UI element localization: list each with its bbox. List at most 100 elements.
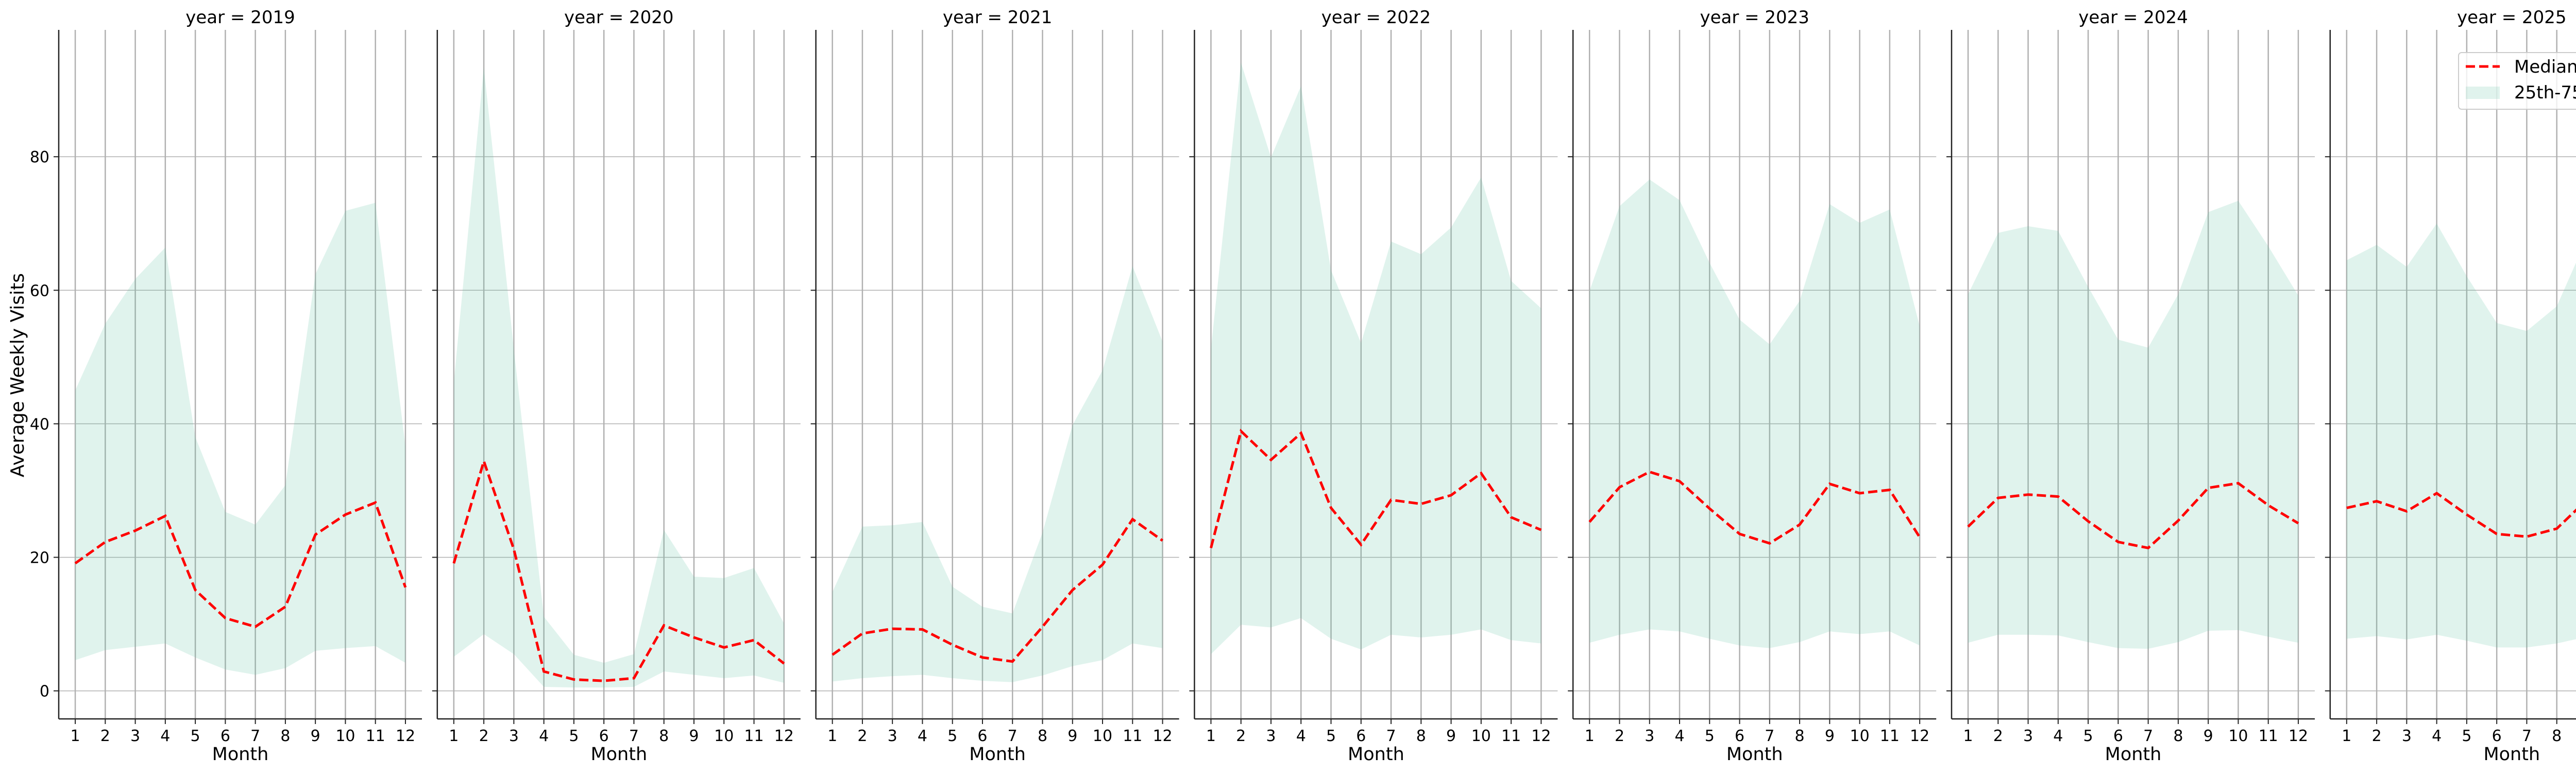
x-tick-label: 4 — [1296, 727, 1306, 745]
x-tick-label: 5 — [191, 727, 200, 745]
x-tick-label: 12 — [2289, 727, 2308, 745]
x-tick-label: 5 — [947, 727, 957, 745]
x-tick-label: 11 — [1123, 727, 1142, 745]
x-tick-label: 6 — [2492, 727, 2502, 745]
x-tick-label: 6 — [2113, 727, 2123, 745]
y-tick-label: 20 — [30, 549, 49, 567]
y-tick-label: 80 — [30, 148, 49, 166]
x-tick-label: 10 — [1850, 727, 1870, 745]
percentile-band — [453, 67, 784, 688]
facet-title: year = 2023 — [1700, 7, 1809, 28]
x-tick-label: 4 — [160, 727, 170, 745]
x-tick-label: 10 — [1471, 727, 1491, 745]
x-tick-label: 1 — [1963, 727, 1973, 745]
x-axis-label: Month — [2483, 744, 2540, 765]
x-tick-label: 8 — [2173, 727, 2183, 745]
percentile-band — [1211, 62, 1541, 654]
x-axis-label: Month — [969, 744, 1026, 765]
x-tick-label: 7 — [250, 727, 260, 745]
x-tick-label: 2 — [1993, 727, 2003, 745]
percentile-band — [1968, 200, 2298, 649]
x-tick-label: 1 — [70, 727, 80, 745]
x-tick-label: 5 — [2462, 727, 2471, 745]
x-tick-label: 12 — [1153, 727, 1172, 745]
x-tick-label: 7 — [2522, 727, 2532, 745]
x-tick-label: 10 — [335, 727, 355, 745]
x-tick-label: 6 — [1735, 727, 1744, 745]
x-tick-label: 9 — [1825, 727, 1835, 745]
percentile-band — [75, 203, 405, 675]
x-tick-label: 5 — [2083, 727, 2093, 745]
y-axis-label: Average Weekly Visits — [7, 273, 28, 477]
x-tick-label: 8 — [659, 727, 669, 745]
x-tick-label: 2 — [100, 727, 110, 745]
x-tick-label: 3 — [1645, 727, 1654, 745]
x-tick-label: 11 — [744, 727, 764, 745]
facet-title: year = 2020 — [564, 7, 673, 28]
x-tick-label: 8 — [1416, 727, 1426, 745]
x-tick-label: 11 — [366, 727, 385, 745]
x-tick-label: 2 — [1615, 727, 1624, 745]
x-tick-label: 1 — [1585, 727, 1595, 745]
median-line — [74, 500, 407, 628]
x-tick-label: 2 — [1236, 727, 1246, 745]
x-tick-label: 6 — [221, 727, 230, 745]
x-tick-label: 3 — [888, 727, 897, 745]
x-tick-label: 3 — [1266, 727, 1276, 745]
x-tick-label: 9 — [1067, 727, 1077, 745]
x-tick-label: 9 — [1446, 727, 1456, 745]
x-tick-label: 1 — [449, 727, 459, 745]
x-axis-label: Month — [1726, 744, 1783, 765]
x-tick-label: 4 — [918, 727, 927, 745]
facet-title: year = 2021 — [943, 7, 1052, 28]
median-line — [1210, 428, 1542, 548]
y-tick-label: 60 — [30, 282, 49, 300]
median-line — [2346, 492, 2576, 538]
x-axis-label: Month — [1348, 744, 1404, 765]
percentile-band — [2346, 223, 2576, 648]
x-tick-label: 7 — [2143, 727, 2153, 745]
x-tick-label: 2 — [479, 727, 489, 745]
percentile-band — [1589, 179, 1920, 648]
legend-band-swatch — [2466, 87, 2500, 99]
x-tick-label: 1 — [827, 727, 837, 745]
x-axis-label: Month — [212, 744, 269, 765]
x-tick-label: 4 — [2053, 727, 2063, 745]
x-tick-label: 6 — [599, 727, 609, 745]
x-tick-label: 8 — [280, 727, 290, 745]
percentile-band — [832, 266, 1163, 682]
x-tick-label: 11 — [1501, 727, 1521, 745]
facet-title: year = 2025 — [2457, 7, 2566, 28]
x-tick-label: 7 — [1386, 727, 1396, 745]
x-tick-label: 12 — [774, 727, 794, 745]
facet-title: year = 2019 — [185, 7, 295, 28]
x-tick-label: 7 — [1008, 727, 1018, 745]
x-tick-label: 5 — [569, 727, 579, 745]
x-tick-label: 9 — [2204, 727, 2213, 745]
x-tick-label: 4 — [539, 727, 549, 745]
legend: Median 25th-75th Percentile — [2458, 52, 2576, 110]
x-tick-label: 8 — [2552, 727, 2562, 745]
x-tick-label: 9 — [689, 727, 699, 745]
x-tick-label: 10 — [2228, 727, 2248, 745]
x-tick-label: 6 — [977, 727, 987, 745]
y-tick-label: 40 — [30, 415, 49, 433]
x-tick-label: 2 — [2372, 727, 2382, 745]
median-line — [832, 517, 1164, 663]
x-tick-label: 11 — [1880, 727, 1900, 745]
x-tick-label: 1 — [2342, 727, 2351, 745]
legend-band-label: 25th-75th Percentile — [2514, 82, 2576, 103]
x-tick-label: 12 — [1910, 727, 1929, 745]
x-tick-label: 12 — [396, 727, 415, 745]
x-tick-label: 3 — [2023, 727, 2033, 745]
x-tick-label: 2 — [857, 727, 867, 745]
x-tick-label: 5 — [1705, 727, 1715, 745]
x-tick-label: 5 — [1326, 727, 1336, 745]
